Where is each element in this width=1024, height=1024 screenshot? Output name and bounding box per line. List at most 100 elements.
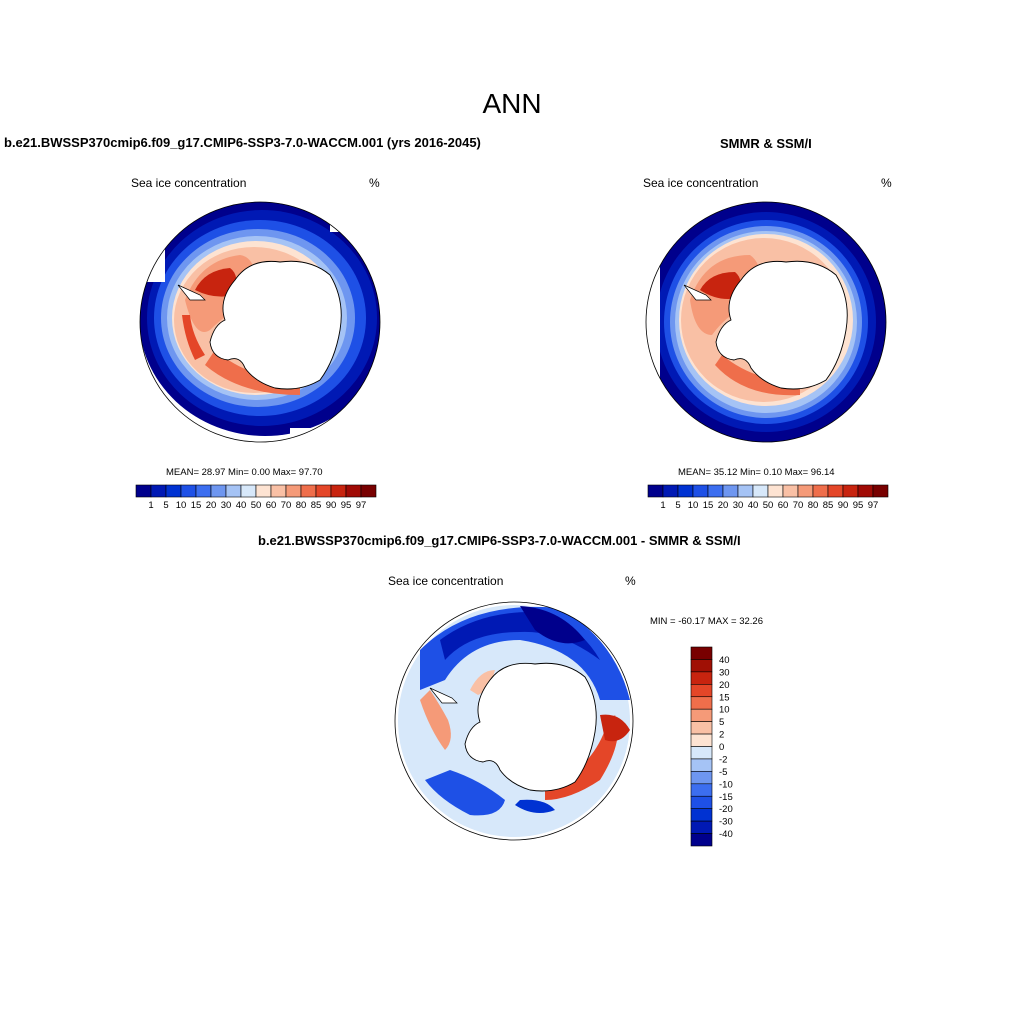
model-map bbox=[139, 201, 381, 443]
model-colorbar-label: 15 bbox=[191, 500, 202, 511]
obs-colorbar-box bbox=[707, 484, 724, 498]
diff-units-label: % bbox=[625, 574, 636, 588]
model-colorbar-label: 70 bbox=[281, 500, 292, 511]
model-colorbar-box bbox=[165, 484, 182, 498]
model-colorbar-label: 5 bbox=[163, 500, 168, 511]
model-colorbar-label: 10 bbox=[176, 500, 187, 511]
model-colorbar-box bbox=[225, 484, 242, 498]
obs-variable-label: Sea ice concentration bbox=[643, 176, 759, 190]
diff-colorbar-label: -2 bbox=[719, 754, 727, 765]
obs-colorbar-box bbox=[737, 484, 754, 498]
diff-colorbar-label: -20 bbox=[719, 804, 733, 815]
diff-colorbar-box bbox=[690, 733, 713, 747]
model-colorbar-label: 40 bbox=[236, 500, 247, 511]
obs-colorbar-label: 30 bbox=[733, 500, 744, 511]
diff-colorbar-label: 20 bbox=[719, 680, 730, 691]
obs-colorbar-label: 70 bbox=[793, 500, 804, 511]
obs-colorbar-label: 1 bbox=[660, 500, 665, 511]
model-colorbar-label: 80 bbox=[296, 500, 307, 511]
obs-colorbar-box bbox=[797, 484, 814, 498]
obs-colorbar-box bbox=[842, 484, 859, 498]
diff-colorbar-label: 0 bbox=[719, 742, 724, 753]
diff-colorbar-label: -30 bbox=[719, 817, 733, 828]
diff-colorbar-box bbox=[690, 746, 713, 760]
obs-colorbar-box bbox=[872, 484, 889, 498]
obs-colorbar-box bbox=[782, 484, 799, 498]
obs-colorbar-box bbox=[752, 484, 769, 498]
diff-stats: MIN = -60.17 MAX = 32.26 bbox=[650, 616, 764, 627]
model-colorbar-box bbox=[285, 484, 302, 498]
obs-colorbar-label: 90 bbox=[838, 500, 849, 511]
model-colorbar-label: 50 bbox=[251, 500, 262, 511]
model-colorbar-box bbox=[150, 484, 167, 498]
model-colorbar-label: 85 bbox=[311, 500, 322, 511]
obs-colorbar: 1 5 10 15 20 30 40 50 60 70 80 85 90 95 97 bbox=[647, 484, 889, 511]
obs-stats: MEAN= 35.12 Min= 0.10 Max= 96.14 bbox=[678, 467, 835, 478]
diff-colorbar-box bbox=[690, 783, 713, 797]
model-colorbar: 1 5 10 15 20 30 40 50 60 70 80 85 90 95 97 bbox=[135, 484, 377, 511]
model-colorbar-box bbox=[135, 484, 152, 498]
obs-colorbar-box bbox=[647, 484, 664, 498]
obs-map bbox=[645, 201, 887, 443]
obs-colorbar-box bbox=[827, 484, 844, 498]
obs-panel-title: SMMR & SSM/I bbox=[720, 136, 812, 151]
model-colorbar-label: 97 bbox=[356, 500, 367, 511]
diff-colorbar-label: 10 bbox=[719, 705, 730, 716]
diff-colorbar-box bbox=[690, 833, 713, 847]
obs-colorbar-label: 60 bbox=[778, 500, 789, 511]
model-colorbar-box bbox=[210, 484, 227, 498]
obs-colorbar-box bbox=[677, 484, 694, 498]
model-colorbar-label: 20 bbox=[206, 500, 217, 511]
model-colorbar-label: 1 bbox=[148, 500, 153, 511]
obs-colorbar-box bbox=[662, 484, 679, 498]
model-colorbar-label: 30 bbox=[221, 500, 232, 511]
diff-colorbar-label: -15 bbox=[719, 792, 733, 803]
model-colorbar-box bbox=[195, 484, 212, 498]
model-colorbar-box bbox=[360, 484, 377, 498]
diff-colorbar-label: 15 bbox=[719, 692, 730, 703]
model-colorbar-box bbox=[270, 484, 287, 498]
diff-colorbar-box bbox=[690, 696, 713, 710]
model-colorbar-label: 90 bbox=[326, 500, 337, 511]
diff-colorbar-label: -10 bbox=[719, 779, 733, 790]
model-stats: MEAN= 28.97 Min= 0.00 Max= 97.70 bbox=[166, 467, 323, 478]
model-colorbar-box bbox=[315, 484, 332, 498]
model-variable-label: Sea ice concentration bbox=[131, 176, 247, 190]
diff-colorbar-box bbox=[690, 795, 713, 809]
model-colorbar-box bbox=[180, 484, 197, 498]
model-colorbar-label: 95 bbox=[341, 500, 352, 511]
model-colorbar-box bbox=[330, 484, 347, 498]
model-units-label: % bbox=[369, 176, 380, 190]
obs-colorbar-label: 85 bbox=[823, 500, 834, 511]
diff-colorbar-label: -40 bbox=[719, 829, 733, 840]
diff-colorbar-box bbox=[690, 708, 713, 722]
diff-colorbar-label: 30 bbox=[719, 667, 730, 678]
model-colorbar-label: 60 bbox=[266, 500, 277, 511]
model-colorbar-box bbox=[345, 484, 362, 498]
obs-colorbar-box bbox=[812, 484, 829, 498]
diff-colorbar-box bbox=[690, 758, 713, 772]
diff-colorbar-box bbox=[690, 671, 713, 685]
obs-colorbar-label: 10 bbox=[688, 500, 699, 511]
diff-panel-title: b.e21.BWSSP370cmip6.f09_g17.CMIP6-SSP3-7… bbox=[258, 533, 741, 548]
diff-colorbar-box bbox=[690, 659, 713, 673]
obs-colorbar-label: 15 bbox=[703, 500, 714, 511]
diff-colorbar-label: 5 bbox=[719, 717, 724, 728]
obs-colorbar-label: 50 bbox=[763, 500, 774, 511]
diff-colorbar-label: 40 bbox=[719, 655, 730, 666]
obs-colorbar-label: 40 bbox=[748, 500, 759, 511]
obs-colorbar-label: 97 bbox=[868, 500, 879, 511]
diff-map bbox=[394, 601, 634, 841]
diff-colorbar-label: 2 bbox=[719, 730, 724, 741]
figure-title: ANN bbox=[482, 88, 542, 119]
diff-colorbar-box bbox=[690, 808, 713, 822]
model-colorbar-box bbox=[255, 484, 272, 498]
obs-colorbar-label: 80 bbox=[808, 500, 819, 511]
diff-variable-label: Sea ice concentration bbox=[388, 574, 504, 588]
model-colorbar-box bbox=[300, 484, 317, 498]
obs-colorbar-label: 95 bbox=[853, 500, 864, 511]
obs-colorbar-box bbox=[857, 484, 874, 498]
obs-colorbar-label: 5 bbox=[675, 500, 680, 511]
